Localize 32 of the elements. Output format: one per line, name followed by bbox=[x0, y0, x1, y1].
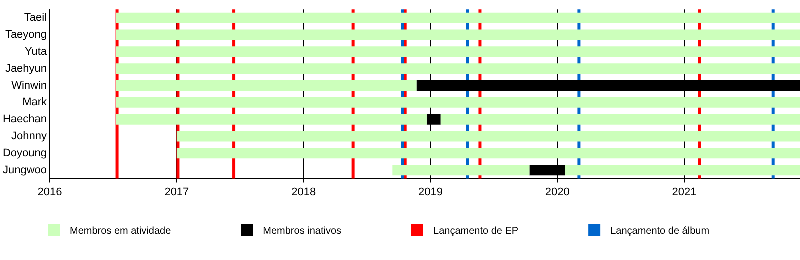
y-tick-label: Taeil bbox=[24, 12, 48, 24]
legend-label: Membros inativos bbox=[263, 226, 342, 237]
y-tick-label: Haechan bbox=[2, 114, 48, 126]
y-tick-label: Taeyong bbox=[5, 29, 48, 42]
x-tick-label: 2016 bbox=[38, 186, 62, 198]
x-tick-label: 2020 bbox=[545, 186, 570, 198]
legend-label: Membros em atividade bbox=[70, 226, 172, 237]
bar bbox=[565, 165, 800, 176]
bar bbox=[116, 64, 800, 74]
bar bbox=[116, 30, 800, 40]
y-tick-label: Johnny bbox=[12, 130, 48, 143]
bar bbox=[440, 114, 800, 125]
x-tick-label: 2019 bbox=[418, 186, 443, 198]
bar bbox=[176, 148, 800, 159]
y-tick-label: Winwin bbox=[12, 80, 48, 92]
y-tick-label: Jungwoo bbox=[2, 164, 48, 176]
y-tick-label: Doyoung bbox=[2, 147, 48, 160]
x-tick-label: 2021 bbox=[672, 186, 697, 198]
bar bbox=[116, 46, 800, 58]
x-tick-label: 2018 bbox=[292, 186, 316, 198]
bar bbox=[116, 12, 800, 24]
x-tick-label: 2017 bbox=[164, 186, 190, 198]
y-tick-label: Mark bbox=[22, 96, 48, 109]
legend-label: Lançamento de álbum bbox=[610, 226, 710, 237]
bar bbox=[176, 131, 800, 142]
y-tick-label: Yuta bbox=[25, 46, 48, 58]
bar bbox=[116, 97, 800, 108]
bar bbox=[116, 80, 417, 91]
legend-label: Lançamento de EP bbox=[434, 226, 519, 237]
bar bbox=[116, 114, 427, 125]
bar bbox=[392, 165, 530, 176]
y-tick-label: Jaehyun bbox=[5, 62, 48, 75]
